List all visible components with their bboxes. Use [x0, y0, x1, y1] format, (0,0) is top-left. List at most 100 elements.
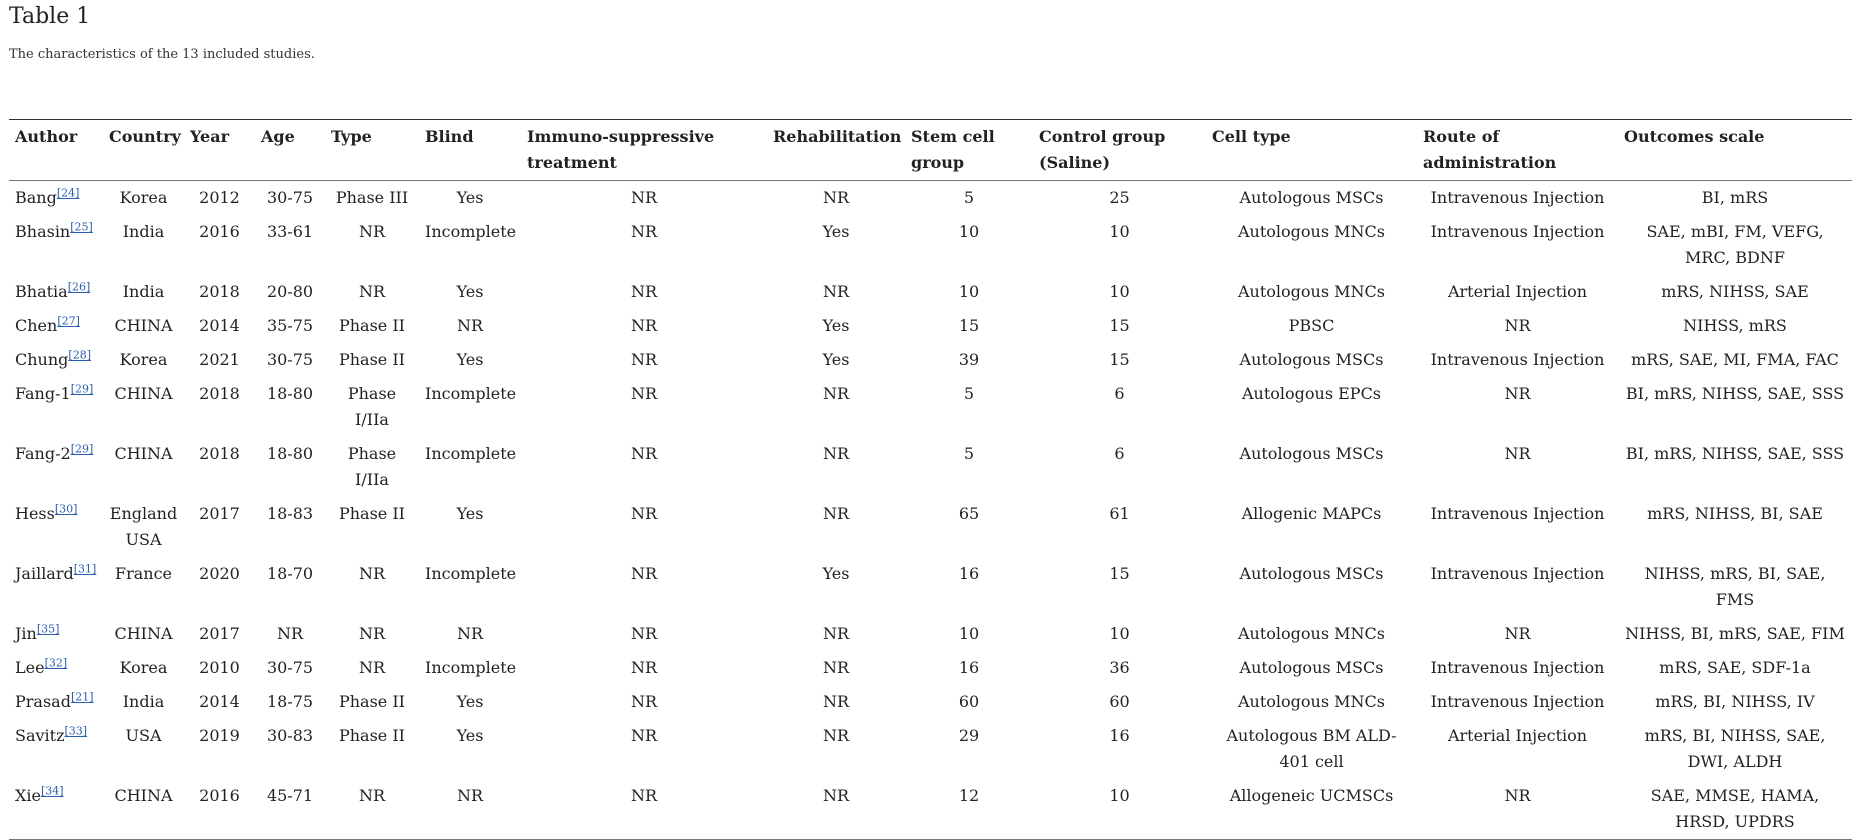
table-cell: 10	[1109, 222, 1130, 241]
author-name: Fang-1	[15, 384, 71, 403]
table-cell: Phase III	[335, 188, 409, 207]
reference-link[interactable]: [35]	[36, 622, 60, 636]
table-row: Jaillard[31] France 2020 18-70 NR Incomplete N…	[9, 557, 1852, 617]
reference: [29]	[71, 443, 94, 456]
table-cell: Allogenic MAPCs	[1241, 504, 1382, 523]
table-cell: CHINA	[114, 316, 173, 335]
table-cell: CHINA	[114, 384, 173, 403]
column-header: Age	[261, 127, 295, 146]
author-name: Bhatia	[15, 282, 68, 301]
reference-link[interactable]: [30]	[54, 502, 78, 516]
table-caption: The characteristics of the 13 included s…	[9, 47, 315, 62]
table-cell: 15	[1109, 350, 1130, 369]
table-cell: 6	[1114, 444, 1125, 463]
author-name: Bang	[15, 188, 57, 207]
table-cell: India	[122, 692, 165, 711]
table-cell: Phase II	[338, 350, 405, 369]
column-header: Cell type	[1212, 127, 1291, 146]
table-cell: 60	[958, 692, 980, 711]
reference-link[interactable]: [29]	[70, 442, 94, 456]
table-cell: Yes	[456, 282, 484, 301]
table-cell: Incomplete	[425, 658, 517, 677]
table-cell: Arterial Injection	[1447, 726, 1588, 745]
table-cell: mRS, NIHSS, BI, SAE	[1647, 504, 1823, 523]
table-cell: NR	[822, 504, 850, 523]
table-cell: 10	[1109, 282, 1130, 301]
table-cell: Incomplete	[425, 222, 517, 241]
table-row: Bhatia[26] India 2018 20-80 NR Yes NR NR 10 10 Aut…	[9, 275, 1852, 309]
table-cell: Korea	[119, 188, 168, 207]
table-cell: India	[122, 222, 165, 241]
table-cell: Autologous MNCs	[1238, 692, 1385, 711]
reference-link[interactable]: [26]	[67, 280, 91, 294]
reference-link[interactable]: [34]	[40, 784, 64, 798]
author-name: Chen	[15, 316, 58, 335]
table-cell: 10	[1109, 786, 1130, 805]
table-cell: India	[122, 282, 165, 301]
table-cell: Allogeneic UCMSCs	[1229, 786, 1394, 805]
table-cell: Yes	[822, 222, 850, 241]
table-cell: Yes	[456, 350, 484, 369]
table-cell: NR	[358, 658, 386, 677]
table-cell: Intravenous Injection	[1430, 564, 1605, 583]
studies-table: Author Country Year Age Type Blind Immuno-supp…	[9, 119, 1852, 840]
reference-link[interactable]: [25]	[70, 220, 93, 234]
table-cell: NR	[630, 282, 658, 301]
author-cell: Chen[27]	[9, 309, 103, 343]
table-cell: NR	[358, 624, 386, 643]
table-cell: 29	[958, 726, 980, 745]
reference: [21]	[71, 691, 94, 704]
table-row: Jin[35] CHINA 2017 NR NR NR NR NR 10 10 Autologous…	[9, 617, 1852, 651]
table-cell: NR	[630, 350, 658, 369]
reference-link[interactable]: [21]	[70, 690, 94, 704]
author-cell: Fang-2[29]	[9, 437, 103, 497]
table-cell: 30-75	[266, 658, 314, 677]
table-cell: NIHSS, BI, mRS, SAE, FIM	[1625, 624, 1845, 643]
reference: [26]	[68, 281, 91, 294]
table-cell: NR	[358, 786, 386, 805]
reference: [30]	[55, 503, 78, 516]
table-cell: 12	[958, 786, 980, 805]
author-cell: Bhatia[26]	[9, 275, 103, 309]
author-name: Jin	[15, 624, 37, 643]
reference-link[interactable]: [31]	[73, 562, 97, 576]
table-cell: mRS, SAE, SDF-1a	[1659, 658, 1811, 677]
table-cell: 18-80	[266, 444, 314, 463]
table-cell: 25	[1109, 188, 1130, 207]
table-cell: Intravenous Injection	[1430, 692, 1605, 711]
table-cell: BI, mRS, NIHSS, SAE, SSS	[1625, 384, 1845, 403]
reference-link[interactable]: [28]	[68, 348, 91, 362]
reference: [34]	[41, 785, 64, 798]
table-cell: 5	[963, 384, 975, 403]
table-cell: Korea	[119, 658, 168, 677]
author-name: Hess	[15, 504, 55, 523]
table-cell: NR	[1504, 786, 1531, 805]
author-name: Fang-2	[15, 444, 71, 463]
table-cell: 2018	[199, 384, 240, 403]
column-header: Immuno-suppressive treatment	[527, 127, 715, 172]
table-cell: Arterial Injection	[1447, 282, 1588, 301]
reference-link[interactable]: [32]	[44, 656, 68, 670]
author-cell: Bang[24]	[9, 181, 103, 216]
reference-link[interactable]: [24]	[56, 186, 80, 200]
table-cell: 2016	[199, 222, 240, 241]
reference-link[interactable]: [29]	[70, 382, 94, 396]
table-cell: NR	[630, 564, 658, 583]
table-cell: Autologous BM ALD-401 cell	[1226, 726, 1397, 771]
author-name: Prasad	[15, 692, 71, 711]
table-row: Fang-2[29] CHINA 2018 18-80 Phase I/IIa Incom…	[9, 437, 1852, 497]
table-cell: NR	[630, 384, 658, 403]
reference-link[interactable]: [27]	[57, 314, 80, 328]
table-cell: NR	[630, 316, 658, 335]
table-cell: NR	[630, 444, 658, 463]
table-cell: NR	[1504, 384, 1531, 403]
table-cell: Yes	[456, 188, 484, 207]
table-cell: NR	[630, 624, 658, 643]
column-header: Rehabilitation	[773, 127, 902, 146]
reference: [35]	[37, 623, 60, 636]
reference-link[interactable]: [33]	[64, 724, 88, 738]
table-cell: BI, mRS, NIHSS, SAE, SSS	[1625, 444, 1845, 463]
author-cell: Bhasin[25]	[9, 215, 103, 275]
table-row: Bang[24] Korea 2012 30-75 Phase III Yes NR NR 5 2…	[9, 181, 1852, 216]
